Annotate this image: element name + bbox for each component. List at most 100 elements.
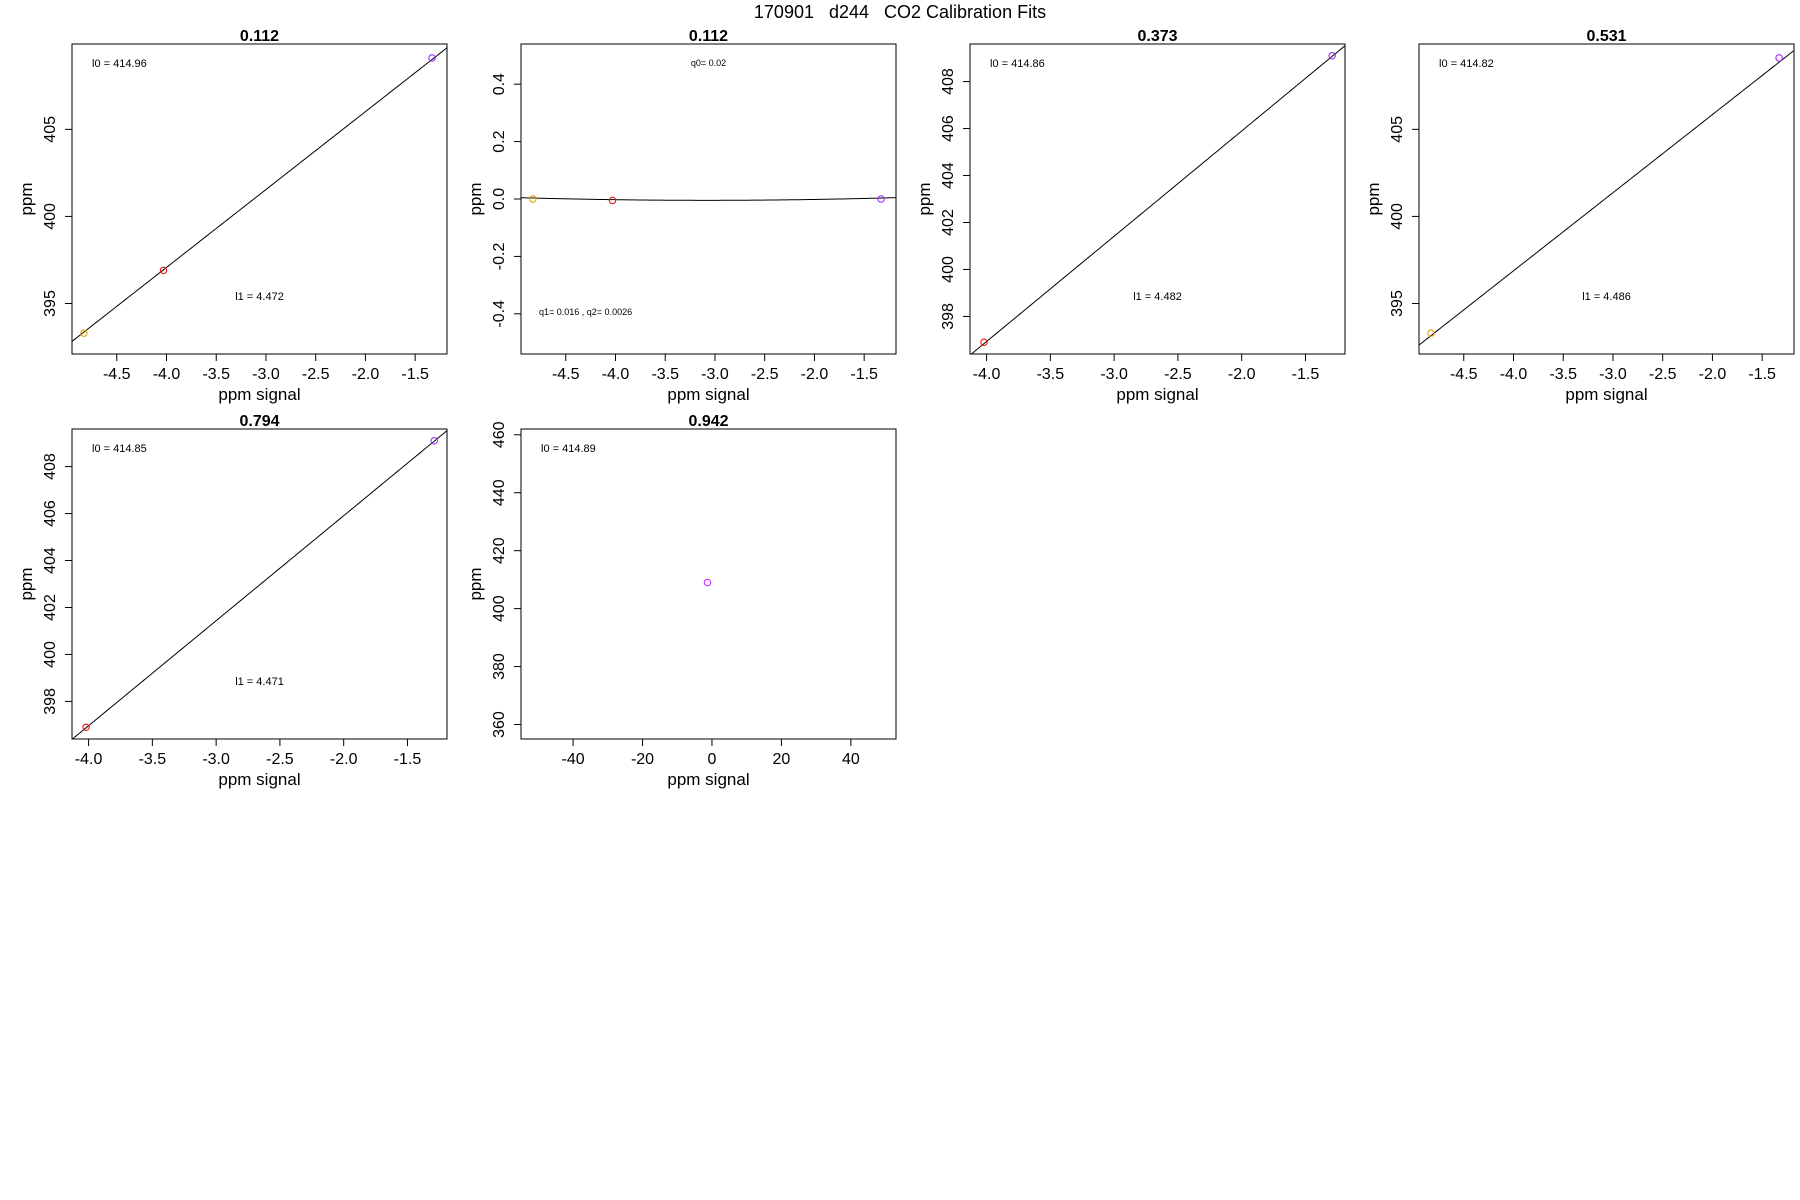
x-tick-label: -1.5	[401, 366, 429, 383]
x-axis-label: ppm signal	[218, 770, 300, 789]
x-tick-label: 20	[773, 751, 791, 768]
y-tick-label: 398	[940, 303, 957, 330]
data-point	[529, 195, 537, 203]
x-tick-label: -3.5	[139, 751, 167, 768]
data-point	[82, 723, 90, 732]
x-tick-label: -20	[631, 751, 654, 768]
chart-panel-1: 0.112 -4.5 -4.0 -3.5 -3.0 -2.5 -2.0 -1.5 ppm sig…	[17, 28, 448, 404]
data-point	[877, 195, 885, 203]
x-tick-label: -3.5	[1037, 366, 1065, 383]
x-tick-label: -1.5	[850, 366, 878, 383]
x-tick-label: -2.0	[330, 751, 358, 768]
x-tick-label: -3.5	[1549, 366, 1577, 383]
x-tick-label: -4.5	[552, 366, 580, 383]
x-tick-label: -2.0	[1228, 366, 1256, 383]
figure-title: 170901 d244 CO2 Calibration Fits	[753, 2, 1047, 22]
chart-panel-5: 0.794 -4.0 -3.5 -3.0 -2.5 -2.0 -1.5 ppm signal 3…	[17, 413, 448, 789]
x-tick-label: 40	[842, 751, 860, 768]
fit-annotation: l1 = 4.472	[235, 291, 284, 303]
y-tick-label: 440	[491, 479, 508, 506]
chart-panel-2: 0.112 -4.5 -4.0 -3.5 -3.0 -2.5 -2.0 -1.5 ppm sig…	[466, 28, 897, 404]
x-tick-label: -3.0	[1599, 366, 1627, 383]
data-point	[159, 266, 168, 275]
x-tick-label: -4.0	[1500, 366, 1528, 383]
x-tick-label: -4.0	[602, 366, 630, 383]
y-axis-label: ppm	[915, 182, 934, 215]
data-point	[1427, 329, 1435, 337]
data-point	[430, 436, 438, 445]
fit-line	[72, 430, 447, 739]
x-tick-label: -3.5	[651, 366, 679, 383]
x-tick-label: -3.0	[252, 366, 280, 383]
x-axis-label: ppm signal	[667, 770, 749, 789]
chart-panel-6: 0.942 -40 -20 0 20 40 ppm signal 360 380 400 420 44…	[466, 413, 897, 789]
y-tick-label: 405	[42, 116, 59, 143]
y-tick-label: 395	[1389, 290, 1406, 317]
y-tick-label: 420	[491, 537, 508, 564]
x-tick-label: -2.5	[302, 366, 330, 383]
fit-annotation: l0 = 414.85	[92, 443, 147, 455]
x-axis-label: ppm signal	[667, 385, 749, 404]
plot-frame	[520, 428, 897, 740]
fit-annotation: l1 = 4.486	[1582, 291, 1631, 303]
y-tick-label: 406	[940, 115, 957, 142]
fit-annotation: l0 = 414.86	[990, 58, 1045, 70]
data-point	[703, 578, 712, 587]
data-point	[428, 54, 436, 62]
panel-title: 0.112	[240, 28, 279, 45]
data-point	[980, 338, 988, 347]
x-tick-label: -2.5	[1649, 366, 1677, 383]
chart-panel-3: 0.373 -4.0 -3.5 -3.0 -2.5 -2.0 -1.5 ppm signal 3…	[915, 28, 1346, 404]
data-point	[1328, 51, 1336, 60]
x-tick-label: -3.0	[1100, 366, 1128, 383]
fit-line	[970, 45, 1345, 354]
y-tick-label: 360	[491, 711, 508, 738]
plot-frame	[71, 43, 448, 355]
y-tick-label: 0.0	[491, 188, 508, 210]
y-axis-label: ppm	[466, 567, 485, 600]
y-tick-label: 400	[940, 256, 957, 283]
y-tick-label: -0.2	[491, 243, 508, 271]
x-tick-label: -3.5	[202, 366, 230, 383]
y-tick-label: 402	[940, 209, 957, 236]
y-tick-label: 404	[940, 162, 957, 189]
y-axis-label: ppm	[17, 567, 36, 600]
y-tick-label: -0.4	[491, 300, 508, 328]
x-tick-label: -1.5	[394, 751, 422, 768]
data-point	[1775, 54, 1783, 62]
fit-annotation: l1 = 4.471	[235, 676, 284, 688]
y-tick-label: 400	[491, 595, 508, 622]
y-axis-label: ppm	[17, 182, 36, 215]
y-tick-label: 408	[940, 68, 957, 95]
y-tick-label: 405	[1389, 116, 1406, 143]
fit-annotation: q0= 0.02	[691, 58, 726, 68]
fit-line	[1419, 50, 1794, 346]
chart-panel-4: 0.531 -4.5 -4.0 -3.5 -3.0 -2.5 -2.0 -1.5 ppm sig…	[1364, 28, 1795, 404]
x-tick-label: -4.0	[153, 366, 181, 383]
x-tick-label: -4.5	[103, 366, 131, 383]
x-axis-label: ppm signal	[1565, 385, 1647, 404]
fit-line	[521, 197, 896, 201]
x-tick-label: -3.0	[701, 366, 729, 383]
x-tick-label: -40	[562, 751, 585, 768]
y-tick-label: 0.4	[491, 73, 508, 95]
y-tick-label: 404	[42, 547, 59, 574]
y-axis-label: ppm	[466, 182, 485, 215]
data-point	[608, 196, 617, 205]
fit-annotation: q1= 0.016 , q2= 0.0026	[539, 307, 632, 317]
y-tick-label: 408	[42, 453, 59, 480]
x-tick-label: -3.0	[202, 751, 230, 768]
panel-title: 0.112	[689, 28, 728, 45]
panel-title: 0.794	[239, 413, 279, 430]
fit-annotation: l0 = 414.89	[541, 443, 596, 455]
x-tick-label: -4.0	[973, 366, 1001, 383]
x-tick-label: -2.5	[1164, 366, 1192, 383]
y-tick-label: 402	[42, 594, 59, 621]
panel-title: 0.531	[1586, 28, 1626, 45]
x-tick-label: -2.0	[1699, 366, 1727, 383]
plot-frame	[969, 43, 1346, 355]
fit-line	[72, 47, 447, 342]
x-tick-label: -4.0	[75, 751, 103, 768]
x-tick-label: -1.5	[1748, 366, 1776, 383]
panel-title: 0.373	[1137, 28, 1177, 45]
